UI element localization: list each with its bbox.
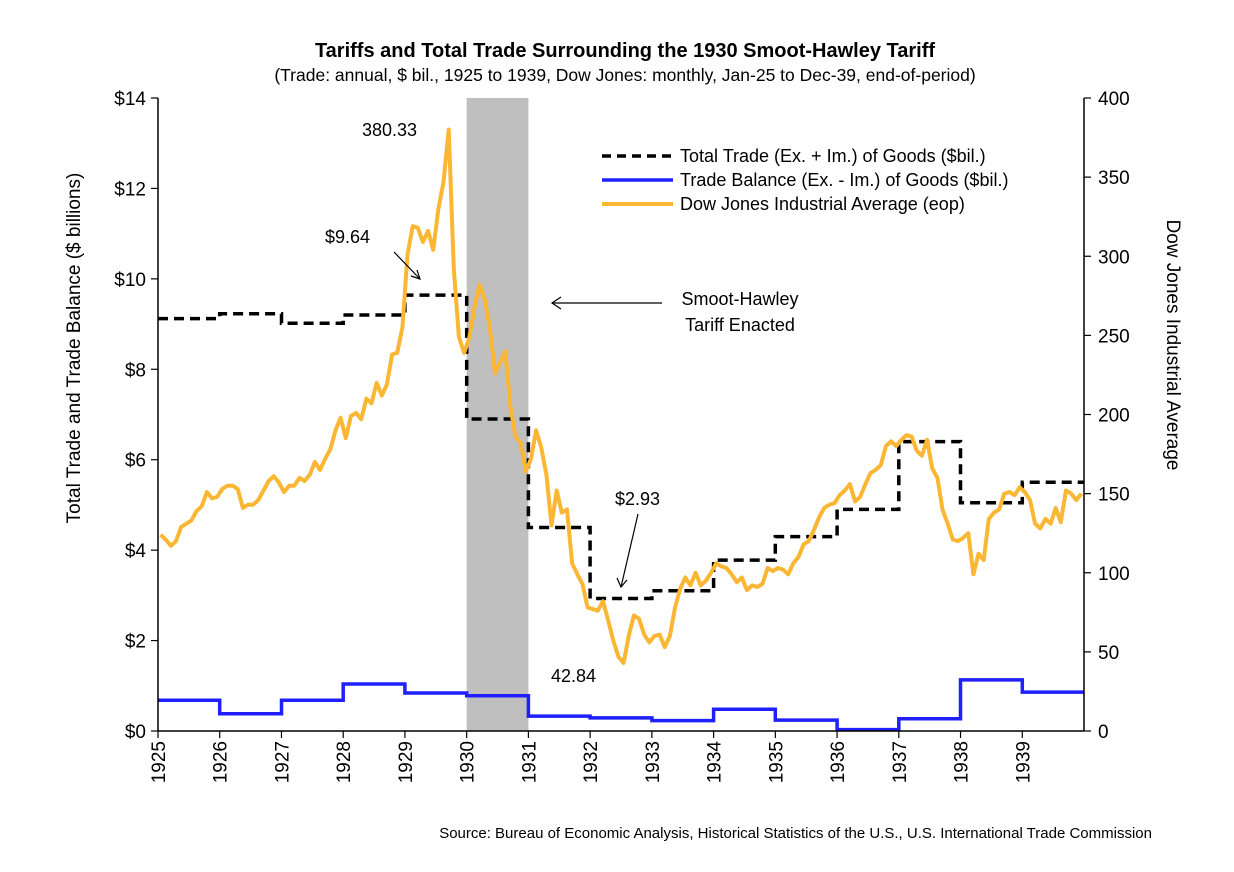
left-axis-tick-label: $6 xyxy=(125,451,146,472)
annotation-smoot-hawley-line2: Tariff Enacted xyxy=(685,315,795,335)
x-axis-ticks xyxy=(157,731,1023,738)
left-axis-tick-label: $2 xyxy=(125,632,146,653)
annotation-dow-peak: 380.33 xyxy=(362,120,417,140)
arrowhead-trade-low xyxy=(616,577,628,589)
left-axis-tick-label: $4 xyxy=(125,541,147,562)
x-axis-tick-label: 1929 xyxy=(396,741,417,783)
x-axis-tick-label: 1939 xyxy=(1013,741,1034,783)
left-axis-tick-label: $0 xyxy=(125,722,146,743)
arrow-trade-low xyxy=(620,513,639,588)
right-axis-tick-label: 300 xyxy=(1098,247,1130,268)
x-axis-tick-label: 1932 xyxy=(581,741,602,783)
arrowhead-smoot-hawley xyxy=(550,296,562,310)
right-axis-tick-label: 0 xyxy=(1098,722,1109,743)
annotation-trade-peak: $9.64 xyxy=(325,227,370,247)
series-layer xyxy=(158,127,1084,732)
left-axis-tick-label: $14 xyxy=(114,89,146,110)
x-axis-tick-label: 1933 xyxy=(643,741,664,783)
right-axis-ticks xyxy=(1084,97,1091,732)
series-line-dow-jones xyxy=(159,127,1083,665)
right-axis-tick-label: 400 xyxy=(1098,89,1130,110)
x-axis-tick-label: 1926 xyxy=(211,741,232,783)
right-axis-tick-label: 200 xyxy=(1098,406,1130,427)
right-axis-tick-label: 250 xyxy=(1098,326,1130,347)
legend: Total Trade (Ex. + Im.) of Goods ($bil.)… xyxy=(602,146,1008,214)
x-axis-tick-label: 1934 xyxy=(705,741,726,784)
left-axis-tick-label: $10 xyxy=(114,270,146,291)
arrowhead-trade-peak xyxy=(410,269,421,280)
x-axis-labels: 1925 1926 1927 1928 1929 1930 1931 1932 1933 1934… xyxy=(149,741,1034,784)
right-axis-tick-label: 100 xyxy=(1098,564,1130,585)
right-axis-tick-label: 50 xyxy=(1098,643,1119,664)
arrow-trade-peak xyxy=(393,251,421,280)
chart-subtitle: (Trade: annual, $ bil., 1925 to 1939, Do… xyxy=(274,65,975,85)
right-axis-tick-label: 350 xyxy=(1098,168,1130,189)
x-axis-tick-label: 1931 xyxy=(519,741,540,783)
x-axis-tick-label: 1927 xyxy=(272,741,293,783)
legend-label-total-trade: Total Trade (Ex. + Im.) of Goods ($bil.) xyxy=(680,146,986,166)
tariff-period-shading xyxy=(466,98,529,731)
x-axis-tick-label: 1937 xyxy=(890,741,911,783)
legend-label-dow-jones: Dow Jones Industrial Average (eop) xyxy=(680,194,965,214)
annotation-dow-low: 42.84 xyxy=(551,666,596,686)
legend-label-trade-balance: Trade Balance (Ex. - Im.) of Goods ($bil… xyxy=(680,170,1008,190)
x-axis-tick-label: 1928 xyxy=(334,741,355,783)
x-axis-tick-label: 1930 xyxy=(458,741,479,783)
right-axis-tick-label: 150 xyxy=(1098,485,1130,506)
series-line-total-trade xyxy=(158,293,1084,601)
right-axis-title: Dow Jones Industrial Average xyxy=(1162,219,1183,470)
x-axis-tick-label: 1938 xyxy=(952,741,973,783)
source-note: Source: Bureau of Economic Analysis, His… xyxy=(439,825,1152,842)
x-axis-tick-label: 1935 xyxy=(766,741,787,783)
left-axis-ticks xyxy=(151,97,158,732)
left-axis-title: Total Trade and Trade Balance ($ billion… xyxy=(64,173,85,524)
annotation-trade-low: $2.93 xyxy=(615,489,660,509)
x-axis-tick-label: 1936 xyxy=(828,741,849,783)
x-axis-tick-label: 1925 xyxy=(149,741,170,783)
right-axis-labels: 0 50 100 150 200 250 300 350 400 xyxy=(1098,89,1130,743)
chart-title: Tariffs and Total Trade Surrounding the … xyxy=(315,40,935,62)
annotation-smoot-hawley-line1: Smoot-Hawley xyxy=(681,289,798,309)
series-line-trade-balance xyxy=(158,678,1084,732)
left-axis-labels: $0 $2 $4 $6 $8 $10 $12 $14 xyxy=(114,89,146,743)
left-axis-tick-label: $8 xyxy=(125,360,146,381)
left-axis-tick-label: $12 xyxy=(114,179,146,200)
